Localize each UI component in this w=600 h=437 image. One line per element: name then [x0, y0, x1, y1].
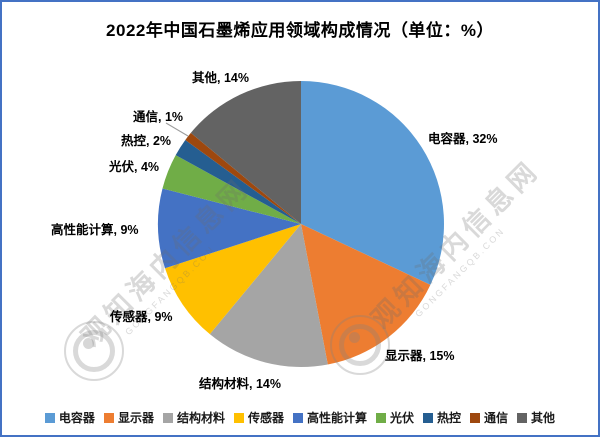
- legend-swatch-icon: [292, 412, 303, 423]
- legend-swatch-icon: [162, 412, 173, 423]
- legend-swatch-icon: [233, 412, 244, 423]
- pie-slice-8: [185, 132, 301, 224]
- legend-swatch-icon: [44, 412, 55, 423]
- pie-slice-6: [162, 155, 301, 224]
- pie-label-9: 其他, 14%: [192, 71, 249, 85]
- pie-slice-9: [190, 81, 301, 224]
- pie-label-2: 显示器, 15%: [385, 349, 455, 363]
- legend-item-8: 通信: [470, 409, 508, 426]
- legend-swatch-icon: [103, 412, 114, 423]
- legend-label: 显示器: [117, 411, 154, 425]
- legend-item-7: 热控: [423, 409, 461, 426]
- legend-item-4: 传感器: [233, 409, 284, 426]
- pie-slice-1: [301, 81, 445, 285]
- legend-swatch-icon: [517, 412, 528, 423]
- legend-label: 热控: [437, 411, 462, 425]
- pie-label-5: 高性能计算, 9%: [51, 223, 139, 237]
- legend-label: 通信: [484, 411, 509, 425]
- pie-slice-3: [209, 224, 328, 368]
- legend-swatch-icon: [376, 412, 386, 423]
- legend-item-9: 其他: [517, 409, 555, 426]
- pie-slice-5: [157, 188, 301, 269]
- legend-label: 光伏: [390, 411, 415, 425]
- legend-item-3: 结构材料: [162, 409, 225, 426]
- legend-item-1: 电容器: [44, 409, 95, 426]
- pie-label-3: 结构材料, 14%: [199, 377, 281, 391]
- label-leader-line: [165, 122, 189, 137]
- pie-label-8: 通信, 1%: [133, 110, 184, 124]
- pie-label-1: 电容器, 32%: [428, 132, 498, 146]
- pie-slice-2: [301, 224, 431, 365]
- chart-title: 2022年中国石墨烯应用领域构成情况（单位：%）: [106, 21, 494, 40]
- pie-slice-7: [175, 139, 301, 224]
- legend-item-6: 光伏: [376, 409, 414, 426]
- legend-item-2: 显示器: [103, 409, 154, 426]
- legend-swatch-icon: [423, 412, 434, 423]
- legend: 电容器 显示器 结构材料 传感器 高性能计算 光伏 热控 通信 其他: [2, 409, 598, 426]
- legend-label: 高性能计算: [306, 411, 367, 425]
- pie-label-7: 热控, 2%: [121, 134, 172, 148]
- pie-label-4: 传感器, 9%: [110, 310, 173, 324]
- legend-item-5: 高性能计算: [292, 409, 367, 426]
- legend-label: 传感器: [247, 411, 284, 425]
- legend-swatch-icon: [470, 412, 481, 423]
- legend-label: 其他: [531, 411, 556, 425]
- pie-slice-4: [165, 224, 301, 335]
- legend-label: 结构材料: [176, 411, 225, 425]
- pie-label-6: 光伏, 4%: [109, 160, 160, 174]
- legend-label: 电容器: [58, 411, 95, 425]
